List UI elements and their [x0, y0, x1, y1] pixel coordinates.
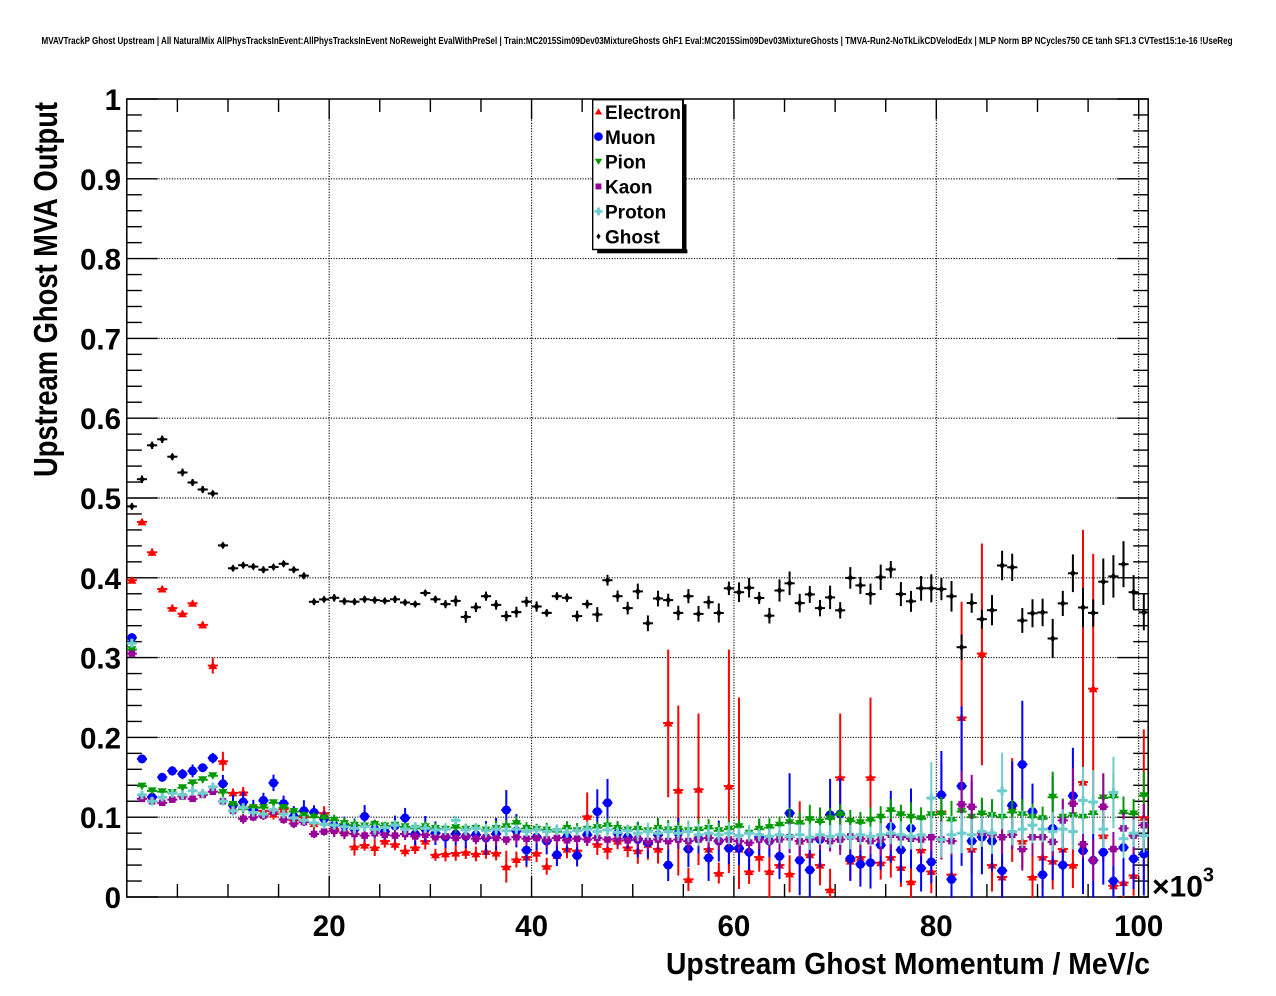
svg-text:0.7: 0.7: [80, 323, 121, 356]
svg-text:0.8: 0.8: [80, 244, 121, 277]
svg-text:100: 100: [1114, 910, 1163, 943]
svg-text:0.4: 0.4: [80, 563, 122, 596]
svg-text:0.3: 0.3: [80, 643, 121, 676]
svg-text:Ghost: Ghost: [605, 228, 661, 249]
svg-text:Upstream Ghost Momentum / MeV/: Upstream Ghost Momentum / MeV/c: [666, 946, 1150, 981]
svg-text:0: 0: [105, 882, 121, 915]
svg-text:0.2: 0.2: [80, 722, 121, 755]
svg-text:0.1: 0.1: [80, 802, 121, 835]
svg-text:Electron: Electron: [605, 103, 681, 124]
svg-text:MVAVTrackP Ghost Upstream | Al: MVAVTrackP Ghost Upstream | All NaturalM…: [42, 36, 1233, 47]
svg-text:40: 40: [515, 910, 548, 943]
svg-text:0.5: 0.5: [80, 483, 121, 516]
svg-text:Muon: Muon: [605, 128, 656, 149]
svg-text:60: 60: [717, 910, 750, 943]
svg-text:80: 80: [920, 910, 953, 943]
svg-text:Proton: Proton: [605, 203, 666, 224]
svg-text:Pion: Pion: [605, 153, 646, 174]
svg-text:1: 1: [105, 84, 121, 117]
svg-text:Upstream Ghost MVA Output: Upstream Ghost MVA Output: [27, 102, 64, 477]
svg-text:0.6: 0.6: [80, 403, 121, 436]
svg-text:Kaon: Kaon: [605, 178, 653, 199]
svg-text:20: 20: [313, 910, 346, 943]
svg-text:0.9: 0.9: [80, 164, 121, 197]
